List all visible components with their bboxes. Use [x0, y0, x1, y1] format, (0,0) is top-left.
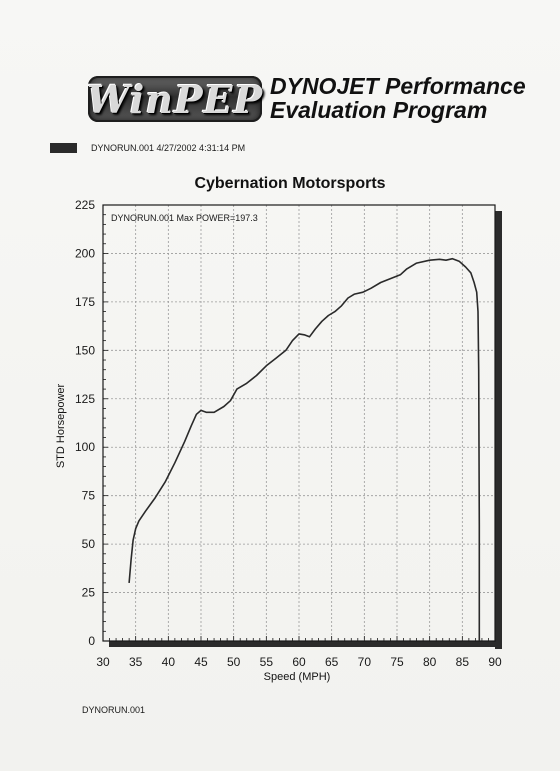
max-power-annotation: DYNORUN.001 Max POWER=197.3	[111, 213, 258, 223]
frame-shadow-right	[495, 211, 502, 649]
x-tick-label: 70	[358, 655, 372, 669]
x-tick-label: 35	[129, 655, 143, 669]
x-tick-label: 50	[227, 655, 241, 669]
y-tick-label: 0	[88, 634, 95, 648]
y-tick-label: 50	[82, 537, 96, 551]
program-title: DYNOJET Performance Evaluation Program	[270, 74, 550, 122]
footer-run-file: DYNORUN.001	[82, 705, 146, 715]
frame-shadow-bottom	[109, 641, 502, 647]
x-tick-label: 90	[488, 655, 502, 669]
y-axis-label: STD Horsepower	[55, 383, 67, 468]
run-info-text: DYNORUN.001 4/27/2002 4:31:14 PM	[91, 143, 246, 153]
run-color-swatch	[50, 143, 77, 153]
y-tick-label: 25	[82, 586, 96, 600]
x-tick-label: 45	[194, 655, 208, 669]
y-tick-label: 225	[75, 198, 95, 212]
y-tick-label: 200	[75, 246, 95, 260]
winpep-logo-text: WinPEP	[86, 76, 264, 122]
x-tick-label: 40	[162, 655, 176, 669]
x-tick-label: 60	[292, 655, 306, 669]
chart-title: Cybernation Motorsports	[194, 175, 386, 192]
x-tick-label: 75	[390, 655, 404, 669]
x-tick-label: 85	[456, 655, 470, 669]
program-title-line1: DYNOJET Performance	[270, 73, 526, 99]
y-tick-label: 100	[75, 440, 95, 454]
y-tick-label: 75	[82, 489, 96, 503]
program-title-line2: Evaluation Program	[270, 97, 488, 123]
run-info-row: DYNORUN.001 4/27/2002 4:31:14 PM	[50, 141, 245, 155]
x-axis-label: Speed (MPH)	[264, 671, 331, 683]
x-tick-label: 65	[325, 655, 339, 669]
y-tick-label: 150	[75, 343, 95, 357]
y-tick-label: 175	[75, 295, 95, 309]
x-tick-label: 80	[423, 655, 437, 669]
power-curve-series-1	[128, 257, 481, 641]
header: WinPEP DYNOJET Performance Evaluation Pr…	[0, 0, 560, 140]
x-tick-label: 30	[96, 655, 110, 669]
y-tick-label: 125	[75, 392, 95, 406]
x-tick-label: 55	[260, 655, 274, 669]
winpep-logo: WinPEP	[86, 76, 264, 122]
